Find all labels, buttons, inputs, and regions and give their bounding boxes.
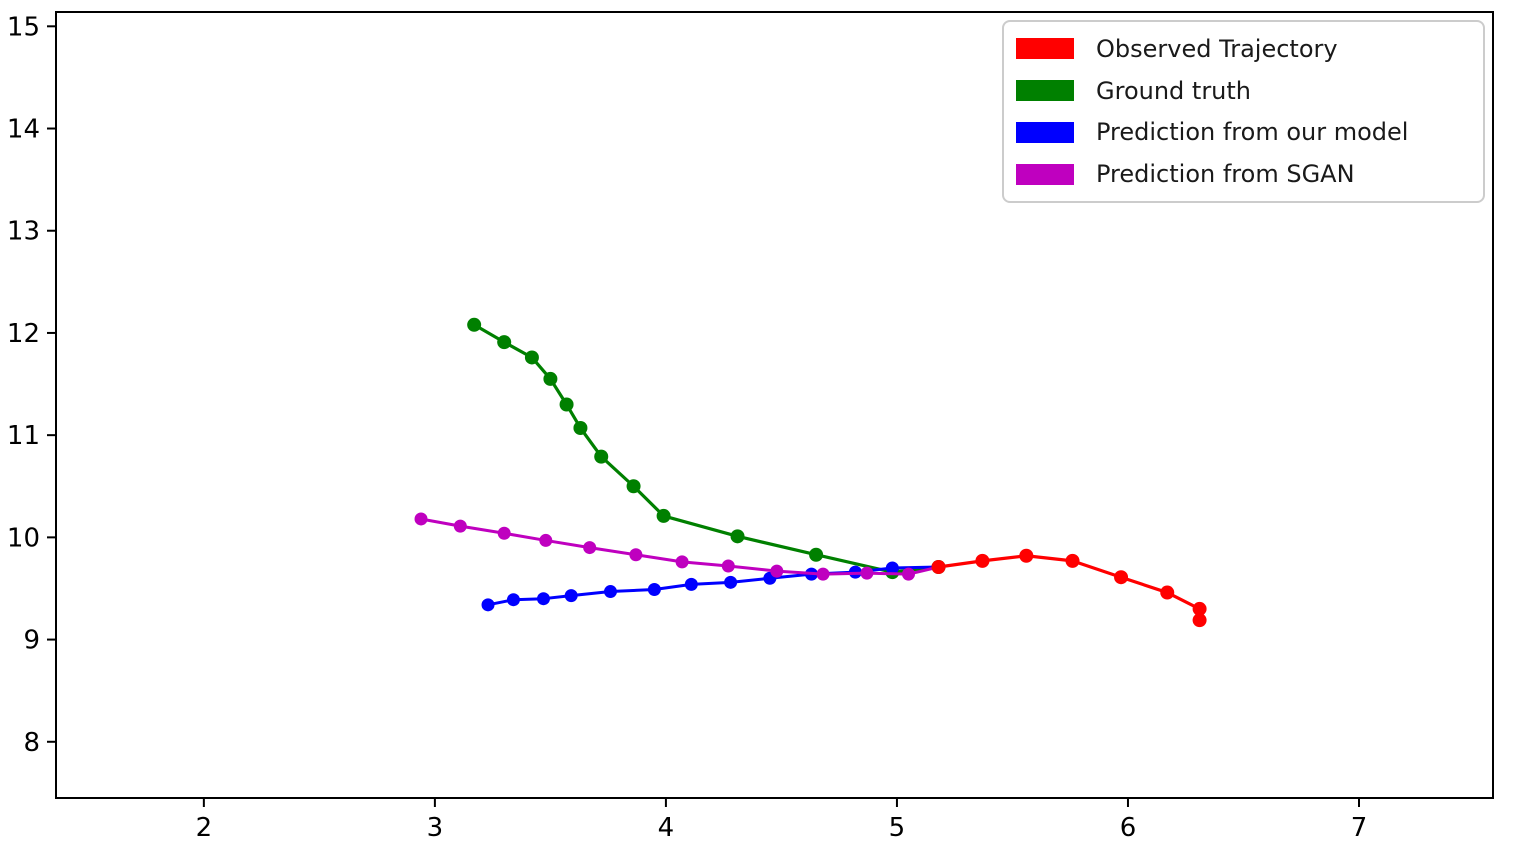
axes-spines (55, 11, 1494, 799)
data-point-prediction-from-sgan (583, 541, 597, 555)
y-tick-label: 10 (7, 523, 40, 553)
data-point-prediction-from-our-model (885, 561, 899, 575)
y-tick-label: 9 (23, 626, 40, 656)
data-point-prediction-from-our-model (724, 575, 738, 589)
x-tick-label: 5 (889, 813, 906, 843)
x-tick-label: 6 (1120, 813, 1137, 843)
data-point-prediction-from-our-model (647, 582, 661, 596)
legend-swatch-red (1016, 38, 1074, 60)
legend-item-prediction-our-model: Prediction from our model (1016, 120, 1471, 144)
y-tick-label: 14 (7, 115, 40, 145)
x-tick-label: 4 (658, 813, 675, 843)
data-point-prediction-from-our-model (564, 589, 578, 603)
data-point-prediction-from-sgan (860, 566, 874, 580)
data-point-prediction-from-sgan (629, 548, 643, 562)
data-point-observed-trajectory (1192, 613, 1207, 628)
data-point-prediction-from-sgan (539, 533, 553, 547)
y-tick-label: 12 (7, 319, 40, 349)
x-tick-label: 7 (1351, 813, 1368, 843)
data-point-prediction-from-sgan (497, 526, 511, 540)
data-point-prediction-from-sgan (453, 519, 467, 533)
data-point-ground-truth (730, 529, 745, 544)
legend-swatch-magenta (1016, 163, 1074, 185)
data-point-prediction-from-our-model (536, 592, 550, 606)
legend-item-observed-trajectory: Observed Trajectory (1016, 37, 1471, 61)
data-point-prediction-from-our-model (481, 598, 495, 612)
y-tick-label: 11 (7, 421, 40, 451)
data-point-observed-trajectory (1192, 601, 1207, 616)
legend-swatch-blue (1016, 121, 1074, 143)
legend-swatch-green (1016, 80, 1074, 102)
data-point-ground-truth (524, 350, 539, 365)
x-tick-label: 2 (196, 813, 213, 843)
data-point-prediction-from-sgan (816, 567, 830, 581)
data-point-prediction-from-our-model (603, 585, 617, 599)
legend-item-ground-truth: Ground truth (1016, 79, 1471, 103)
data-point-prediction-from-our-model (684, 577, 698, 591)
data-point-ground-truth (573, 420, 588, 435)
data-point-prediction-from-sgan (721, 559, 735, 573)
data-point-prediction-from-sgan (901, 567, 915, 581)
data-point-ground-truth (497, 335, 512, 350)
data-point-ground-truth (543, 371, 558, 386)
data-point-ground-truth (656, 508, 671, 523)
data-point-ground-truth (594, 449, 609, 464)
data-point-ground-truth (467, 317, 482, 332)
legend-label: Prediction from SGAN (1096, 160, 1355, 189)
data-point-observed-trajectory (1114, 570, 1129, 585)
legend-label: Prediction from our model (1096, 118, 1409, 147)
data-point-observed-trajectory (1019, 548, 1034, 563)
legend-item-prediction-sgan: Prediction from SGAN (1016, 162, 1471, 186)
data-point-observed-trajectory (931, 560, 946, 575)
legend-box: Observed Trajectory Ground truth Predict… (1002, 20, 1485, 203)
y-tick-label: 15 (7, 12, 40, 42)
legend-label: Ground truth (1096, 76, 1252, 105)
data-point-prediction-from-our-model (506, 593, 520, 607)
data-point-observed-trajectory (1065, 553, 1080, 568)
x-tick-label: 3 (427, 813, 444, 843)
y-tick-label: 8 (23, 728, 40, 758)
data-point-ground-truth (809, 547, 824, 562)
legend-label: Observed Trajectory (1096, 34, 1338, 63)
data-point-ground-truth (559, 397, 574, 412)
data-point-observed-trajectory (1160, 585, 1175, 600)
data-point-prediction-from-sgan (675, 555, 689, 569)
data-point-prediction-from-sgan (770, 564, 784, 578)
data-point-ground-truth (626, 479, 641, 494)
data-point-prediction-from-sgan (414, 512, 428, 526)
y-tick-label: 13 (7, 217, 40, 247)
data-point-observed-trajectory (975, 553, 990, 568)
